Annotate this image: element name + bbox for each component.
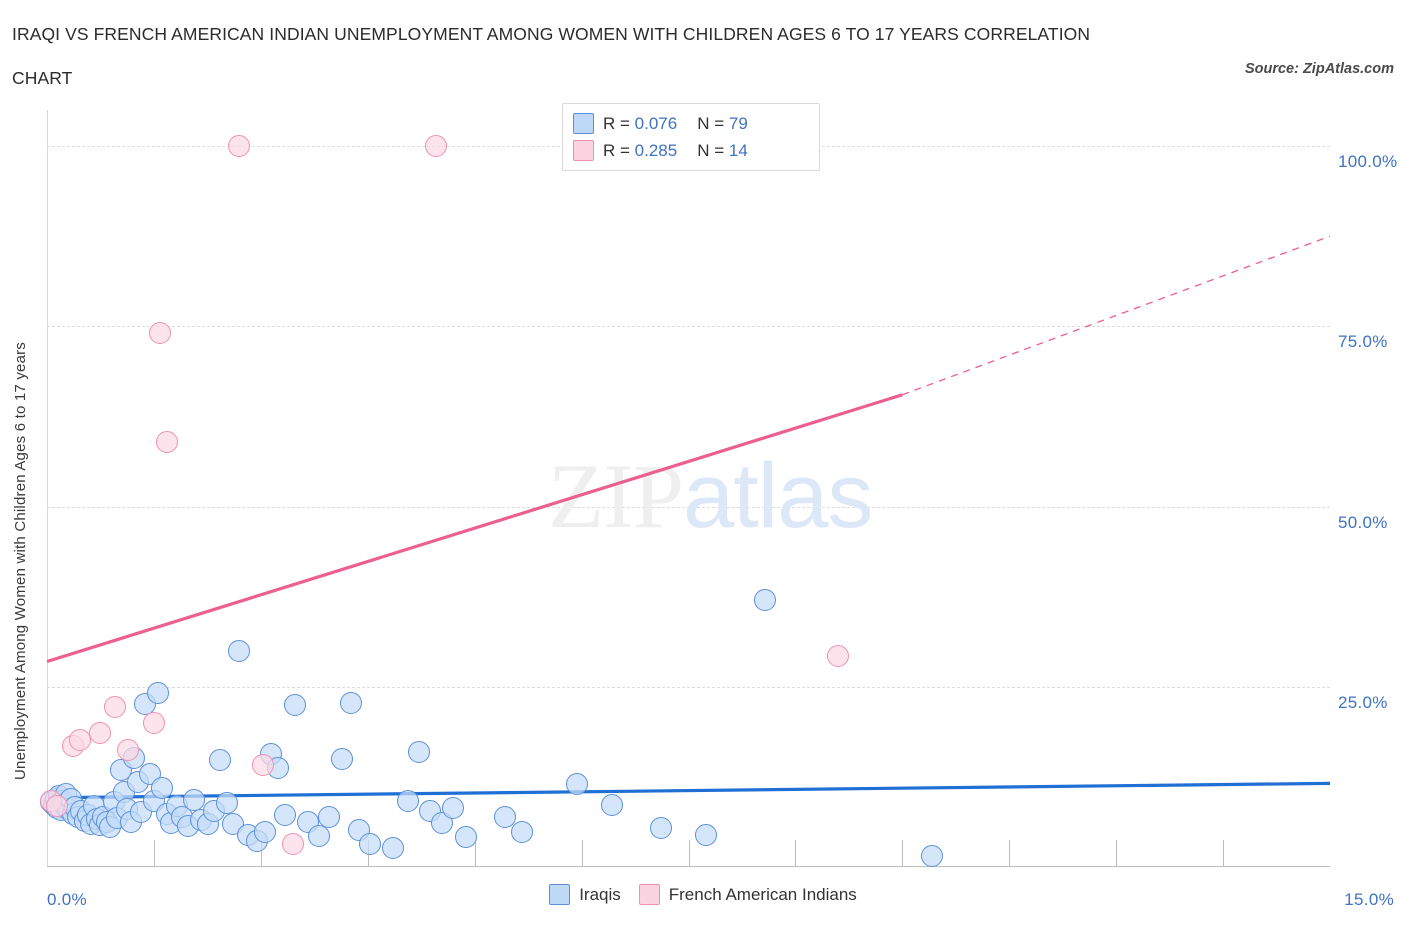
data-point-iraqis[interactable] bbox=[151, 776, 174, 799]
x-axis-min-label: 0.0% bbox=[47, 890, 87, 909]
data-point-iraqis[interactable] bbox=[408, 740, 431, 763]
data-point-iraqis[interactable] bbox=[228, 639, 251, 662]
trendlines bbox=[46, 235, 1331, 800]
data-point-iraqis[interactable] bbox=[493, 805, 516, 828]
x-axis-tick bbox=[474, 840, 476, 867]
data-point-iraqis[interactable] bbox=[273, 804, 296, 827]
data-point-iraqis[interactable] bbox=[566, 773, 589, 796]
data-point-iraqis[interactable] bbox=[694, 823, 717, 846]
trendline-solid-french-american-indians bbox=[46, 393, 903, 664]
data-point-french-american-indians[interactable] bbox=[148, 322, 171, 345]
data-point-iraqis[interactable] bbox=[147, 681, 170, 704]
n-label-pink: N = bbox=[697, 140, 729, 160]
y-tick-label-75.0%: 75.0% bbox=[1338, 332, 1388, 352]
n-label-blue: N = bbox=[697, 113, 729, 133]
source-attribution: Source: ZipAtlas.com bbox=[1244, 61, 1394, 77]
data-point-iraqis[interactable] bbox=[284, 693, 307, 716]
stats-text-iraqis: R = 0.076 N = 79 bbox=[603, 114, 748, 134]
data-point-iraqis[interactable] bbox=[382, 837, 405, 860]
stats-text-french-american-indians: R = 0.285 N = 14 bbox=[603, 141, 748, 161]
n-value-pink: 14 bbox=[728, 140, 748, 160]
data-point-iraqis[interactable] bbox=[183, 788, 206, 811]
data-point-french-american-indians[interactable] bbox=[117, 739, 140, 762]
x-axis-tick bbox=[1116, 840, 1118, 867]
y-tick-label-25.0%: 25.0% bbox=[1338, 692, 1388, 712]
y-axis-line bbox=[47, 110, 48, 867]
data-point-iraqis[interactable] bbox=[396, 789, 419, 812]
trendline-dashed-french-american-indians bbox=[902, 235, 1331, 396]
x-axis-tick bbox=[795, 840, 797, 867]
gridline-25.0% bbox=[47, 686, 1330, 688]
data-point-iraqis[interactable] bbox=[331, 747, 354, 770]
x-axis-tick bbox=[1009, 840, 1011, 867]
data-point-french-american-indians[interactable] bbox=[155, 430, 178, 453]
y-tick-label-100.0%: 100.0% bbox=[1338, 152, 1398, 172]
legend-item-iraqis[interactable]: Iraqis bbox=[549, 884, 621, 905]
scatter-plot-area: 25.0% 50.0% 75.0% 100.0% ZIPatlas bbox=[40, 110, 1397, 868]
r-value-pink: 0.285 bbox=[634, 140, 678, 160]
correlation-stats-box: R = 0.076 N = 79 R = 0.285 N = 14 bbox=[562, 103, 820, 171]
zipatlas-watermark: ZIPatlas bbox=[548, 443, 873, 549]
r-label-blue: R = bbox=[603, 113, 635, 133]
series-legend: Iraqis French American Indians bbox=[0, 884, 1406, 905]
data-point-iraqis[interactable] bbox=[455, 825, 478, 848]
data-point-iraqis[interactable] bbox=[359, 832, 382, 855]
data-point-french-american-indians[interactable] bbox=[282, 832, 305, 855]
watermark-layer: ZIPatlas bbox=[47, 110, 1330, 867]
x-axis-tick bbox=[902, 840, 904, 867]
stats-row-french-american-indians: R = 0.285 N = 14 bbox=[573, 137, 809, 164]
y-axis-title: Unemployment Among Women with Children A… bbox=[12, 341, 29, 780]
data-point-iraqis[interactable] bbox=[650, 817, 673, 840]
data-point-iraqis[interactable] bbox=[442, 796, 465, 819]
data-point-iraqis[interactable] bbox=[600, 793, 623, 816]
data-point-iraqis[interactable] bbox=[510, 821, 533, 844]
gridline-75.0% bbox=[47, 326, 1330, 328]
data-point-french-american-indians[interactable] bbox=[827, 644, 850, 667]
x-axis-max-label: 15.0% bbox=[1344, 890, 1394, 909]
legend-label-french-american-indians: French American Indians bbox=[668, 884, 857, 904]
legend-label-iraqis: Iraqis bbox=[579, 884, 621, 904]
x-axis-tick bbox=[153, 840, 155, 867]
data-point-french-american-indians[interactable] bbox=[89, 721, 112, 744]
x-axis-tick bbox=[1223, 840, 1225, 867]
data-point-french-american-indians[interactable] bbox=[104, 695, 127, 718]
trendline-iraqis bbox=[46, 781, 1331, 800]
data-point-french-american-indians[interactable] bbox=[425, 135, 448, 158]
data-point-french-american-indians[interactable] bbox=[46, 794, 69, 817]
data-point-iraqis[interactable] bbox=[921, 845, 944, 868]
gridline-50.0% bbox=[47, 506, 1330, 508]
data-point-iraqis[interactable] bbox=[215, 791, 238, 814]
data-point-french-american-indians[interactable] bbox=[68, 729, 91, 752]
title-line-2: CHART bbox=[12, 68, 73, 88]
swatch-french-american-indians-icon bbox=[573, 140, 594, 161]
x-axis-tick bbox=[260, 840, 262, 867]
y-tick-label-50.0%: 50.0% bbox=[1338, 512, 1388, 532]
page-title: IRAQI VS FRENCH AMERICAN INDIAN UNEMPLOY… bbox=[12, 20, 1262, 92]
data-point-french-american-indians[interactable] bbox=[142, 711, 165, 734]
x-axis-tick bbox=[581, 840, 583, 867]
stats-row-iraqis: R = 0.076 N = 79 bbox=[573, 110, 809, 137]
data-point-french-american-indians[interactable] bbox=[251, 753, 274, 776]
data-point-iraqis[interactable] bbox=[339, 691, 362, 714]
legend-swatch-iraqis-icon bbox=[549, 884, 571, 905]
title-line-1: IRAQI VS FRENCH AMERICAN INDIAN UNEMPLOY… bbox=[12, 24, 1091, 44]
legend-swatch-french-american-indians-icon bbox=[638, 884, 660, 905]
data-point-iraqis[interactable] bbox=[754, 589, 777, 612]
swatch-iraqis-icon bbox=[573, 113, 594, 134]
legend-item-french-american-indians[interactable]: French American Indians bbox=[638, 884, 857, 905]
watermark-zip: ZIP bbox=[548, 445, 684, 547]
data-point-iraqis[interactable] bbox=[307, 824, 330, 847]
data-point-iraqis[interactable] bbox=[254, 820, 277, 843]
data-point-iraqis[interactable] bbox=[318, 806, 341, 829]
watermark-atlas: atlas bbox=[683, 445, 873, 547]
r-value-blue: 0.076 bbox=[634, 113, 678, 133]
data-point-french-american-indians[interactable] bbox=[228, 135, 251, 158]
x-axis-tick bbox=[688, 840, 690, 867]
data-point-iraqis[interactable] bbox=[208, 748, 231, 771]
n-value-blue: 79 bbox=[728, 113, 748, 133]
r-label-pink: R = bbox=[603, 140, 635, 160]
